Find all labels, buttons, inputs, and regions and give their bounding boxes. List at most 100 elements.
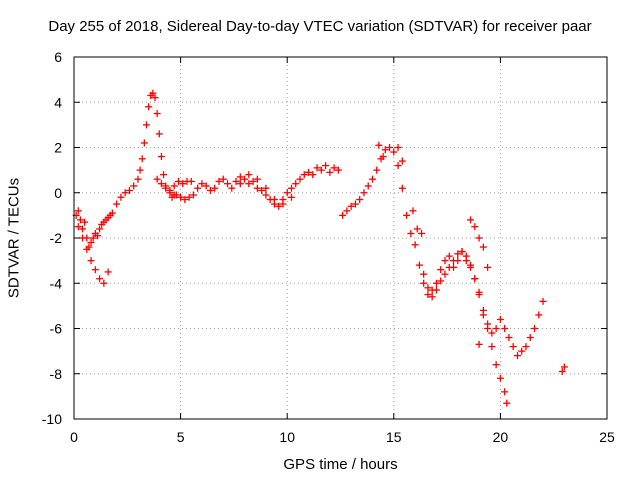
y-tick-label-4: -2: [50, 230, 63, 246]
data-point-158: [420, 270, 428, 278]
data-point-107: [356, 196, 364, 204]
data-point-174: [488, 343, 496, 351]
data-point-73: [241, 175, 249, 183]
data-point-39: [151, 94, 159, 102]
data-point-184: [475, 340, 483, 348]
data-point-10: [93, 232, 101, 240]
y-tick-label-6: 2: [54, 140, 62, 156]
data-point-29: [125, 186, 133, 194]
y-tick-label-0: -10: [42, 411, 62, 427]
data-point-186: [560, 363, 568, 371]
data-point-161: [432, 286, 440, 294]
y-tick-label-5: 0: [54, 185, 62, 201]
data-point-173: [484, 325, 492, 332]
data-point-1: [74, 207, 82, 215]
x-tick-label-3: 15: [386, 429, 402, 445]
data-point-2: [76, 216, 84, 224]
data-point-162: [437, 277, 445, 285]
data-point-57: [172, 191, 180, 199]
data-point-65: [206, 186, 214, 194]
data-point-19: [83, 245, 91, 253]
data-point-36: [145, 103, 153, 111]
gridlines: [74, 57, 607, 419]
data-point-95: [334, 166, 342, 174]
data-point-153: [394, 144, 402, 151]
data-point-23: [100, 279, 108, 287]
data-point-28: [121, 189, 129, 197]
data-point-55: [187, 177, 195, 185]
data-point-4: [81, 218, 89, 226]
data-point-138: [488, 329, 496, 337]
data-point-11: [96, 225, 104, 233]
data-point-87: [300, 171, 308, 179]
data-point-128: [445, 252, 453, 260]
data-point-104: [343, 207, 351, 215]
data-point-149: [535, 311, 543, 319]
data-point-113: [381, 146, 389, 154]
data-point-144: [513, 352, 521, 360]
data-point-74: [245, 180, 253, 188]
data-point-181: [475, 234, 483, 242]
data-point-123: [424, 291, 432, 299]
data-point-143: [509, 343, 517, 351]
data-point-102: [287, 193, 295, 201]
data-point-171: [475, 288, 483, 296]
data-point-99: [262, 184, 270, 192]
data-point-30: [130, 182, 138, 190]
data-point-167: [458, 248, 466, 256]
data-point-40: [153, 110, 161, 118]
data-point-185: [558, 367, 566, 375]
data-point-35: [142, 121, 150, 129]
data-point-64: [202, 182, 210, 190]
data-point-97: [245, 171, 253, 179]
data-point-164: [445, 263, 453, 271]
data-point-56: [168, 193, 176, 201]
data-point-66: [211, 184, 219, 192]
data-point-89: [309, 171, 317, 179]
data-point-108: [360, 189, 368, 197]
data-point-70: [228, 184, 236, 192]
data-points: [72, 89, 568, 407]
data-point-92: [322, 162, 330, 170]
data-point-75: [249, 177, 257, 185]
y-tick-label-3: -4: [50, 275, 63, 291]
data-point-126: [437, 266, 445, 274]
data-point-96: [236, 180, 244, 188]
data-point-27: [117, 193, 125, 201]
data-point-105: [347, 202, 355, 210]
data-point-125: [432, 279, 440, 287]
data-point-141: [501, 325, 509, 332]
data-point-93: [326, 168, 334, 176]
y-tick-label-7: 4: [54, 94, 62, 110]
data-point-127: [441, 257, 449, 265]
data-point-42: [157, 153, 165, 161]
data-point-58: [177, 193, 185, 201]
data-point-3: [79, 225, 87, 233]
data-point-180: [471, 223, 479, 231]
data-point-165: [449, 257, 457, 265]
data-point-172: [479, 306, 487, 314]
data-point-94: [330, 164, 338, 172]
data-point-178: [503, 399, 511, 407]
y-tick-label-1: -8: [50, 366, 63, 382]
data-point-148: [531, 325, 539, 332]
plot-frame: [73, 56, 608, 420]
axis-ticks: 0 5 10 15 20 25 -10 -8 -6 -4 -2 0 2 4 6: [42, 49, 615, 445]
data-point-166: [454, 250, 462, 258]
data-point-170: [471, 275, 479, 283]
data-point-81: [275, 202, 283, 210]
data-point-154: [398, 157, 406, 165]
data-point-8: [89, 234, 97, 242]
x-axis-label: GPS time / hours: [283, 456, 398, 473]
data-point-78: [262, 191, 270, 199]
data-point-41: [155, 130, 163, 138]
data-point-182: [479, 243, 487, 251]
data-point-61: [189, 191, 197, 199]
y-axis-label: SDTVAR / TECUs: [5, 177, 23, 299]
x-tick-label-0: 0: [70, 429, 78, 445]
data-point-68: [219, 175, 227, 183]
data-point-139: [492, 325, 500, 332]
data-point-26: [113, 200, 121, 208]
data-point-18: [79, 234, 87, 242]
